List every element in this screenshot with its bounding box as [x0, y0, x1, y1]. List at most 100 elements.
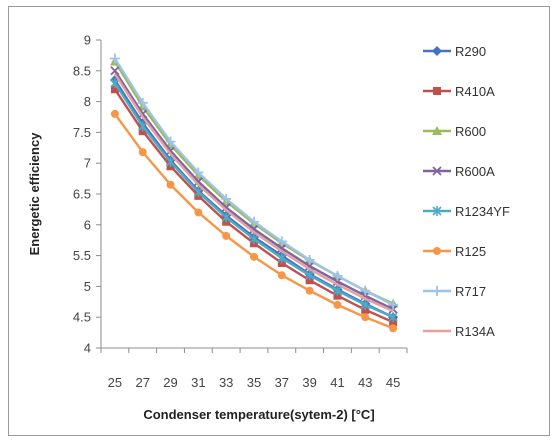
data-point: [165, 146, 176, 156]
x-tick-label: 39: [302, 375, 316, 390]
series-r717: [109, 53, 399, 310]
legend-marker: [433, 247, 441, 255]
series-r600: [109, 56, 399, 308]
series-r125: [110, 109, 398, 333]
data-point: [138, 121, 148, 132]
data-point: [110, 78, 120, 89]
series-line: [113, 79, 394, 319]
data-point: [110, 109, 119, 118]
data-point: [165, 156, 176, 167]
legend: R290 R410A R600 R600A R1234YF R125 R717 R134A: [423, 44, 510, 339]
data-point: [165, 136, 176, 147]
x-tick-label: 37: [275, 375, 289, 390]
y-tick-label: 7.5: [73, 125, 91, 140]
data-point: [250, 252, 258, 261]
data-point: [249, 233, 259, 244]
data-point: [277, 253, 287, 264]
x-axis: 25 27 29 31 33 35 37 39 41 43 45: [100, 348, 408, 390]
series-line: [113, 73, 394, 313]
y-tick-label: 5.5: [73, 248, 91, 263]
x-tick-label: 45: [386, 375, 400, 390]
data-point: [138, 148, 147, 157]
legend-marker: [432, 126, 442, 135]
legend-label: R600: [455, 124, 486, 139]
x-tick-label: 41: [330, 375, 344, 390]
y-tick-label: 6: [84, 217, 91, 232]
data-point: [388, 312, 398, 323]
data-point: [221, 193, 232, 204]
data-point: [249, 224, 259, 234]
legend-marker: [432, 46, 442, 56]
series-r134a: [113, 73, 394, 313]
data-point: [249, 216, 259, 227]
data-point: [277, 271, 286, 280]
data-point: [222, 231, 231, 240]
y-axis-title: Energetic efficiency: [27, 132, 42, 256]
legend-label: R125: [455, 244, 486, 259]
legend-item-r600a: R600A: [423, 164, 495, 179]
legend-item-r410a: R410A: [423, 84, 495, 99]
legend-item-r290: R290: [423, 44, 486, 59]
y-tick-label: 8.5: [73, 63, 91, 78]
series-layer: [109, 53, 399, 333]
x-tick-label: 35: [247, 375, 261, 390]
y-axis: 4 4.5 5 5.5 6 6.5 7 7.5 8 8.5 9: [73, 33, 101, 356]
data-point: [305, 286, 314, 295]
data-point: [304, 254, 315, 265]
line-chart: 4 4.5 5 5.5 6 6.5 7 7.5 8 8.5 9 25 27 29 31 33 35 37 39 41…: [27, 33, 510, 423]
chart-frame: 4 4.5 5 5.5 6 6.5 7 7.5 8 8.5 9 25 27 29 31 33 35 37 39 41…: [8, 6, 550, 436]
x-tick-label: 31: [191, 375, 205, 390]
data-point: [360, 285, 371, 296]
series-line: [113, 57, 394, 306]
legend-label: R600A: [455, 164, 495, 179]
x-tick-label: 27: [135, 375, 149, 390]
legend-marker: [433, 87, 441, 95]
y-tick-label: 8: [84, 94, 91, 109]
x-axis-title: Condenser temperature(sytem-2) [°C]: [143, 407, 374, 422]
y-tick-label: 4.5: [73, 310, 91, 325]
legend-label: R134A: [455, 324, 495, 339]
data-point: [360, 299, 370, 310]
data-point: [388, 299, 399, 310]
data-point: [333, 300, 342, 309]
y-tick-label: 5: [84, 279, 91, 294]
data-point: [332, 285, 343, 296]
legend-item-r717: R717: [423, 284, 486, 299]
series-line: [113, 70, 394, 311]
legend-label: R1234YF: [455, 204, 510, 219]
y-tick-label: 6.5: [73, 187, 91, 202]
data-point: [361, 313, 370, 322]
legend-item-r600: R600: [423, 124, 486, 139]
data-point: [109, 53, 120, 64]
series-r1234yf: [110, 78, 398, 323]
x-tick-label: 29: [163, 375, 177, 390]
y-tick-label: 7: [84, 156, 91, 171]
legend-item-r1234yf: R1234YF: [423, 204, 510, 219]
data-point: [166, 180, 175, 189]
x-tick-label: 33: [219, 375, 233, 390]
data-point: [193, 187, 203, 198]
data-point: [110, 85, 119, 94]
x-tick-label: 43: [358, 375, 372, 390]
legend-label: R290: [455, 44, 486, 59]
data-point: [221, 212, 231, 223]
data-point: [332, 270, 343, 281]
legend-marker: [432, 206, 442, 216]
y-tick-label: 4: [84, 341, 91, 356]
data-point: [389, 324, 398, 333]
legend-label: R410A: [455, 84, 495, 99]
legend-marker: [432, 286, 442, 296]
data-point: [110, 66, 120, 76]
x-tick-label: 25: [108, 375, 122, 390]
y-tick-label: 9: [84, 33, 91, 48]
legend-item-r134a: R134A: [423, 324, 495, 339]
legend-item-r125: R125: [423, 244, 486, 259]
data-point: [193, 177, 204, 187]
data-point: [193, 167, 204, 178]
series-line: [113, 60, 394, 305]
data-point: [305, 270, 315, 281]
data-point: [276, 236, 287, 247]
series-r600a: [110, 66, 398, 314]
data-point: [221, 202, 231, 213]
data-point: [137, 97, 148, 108]
